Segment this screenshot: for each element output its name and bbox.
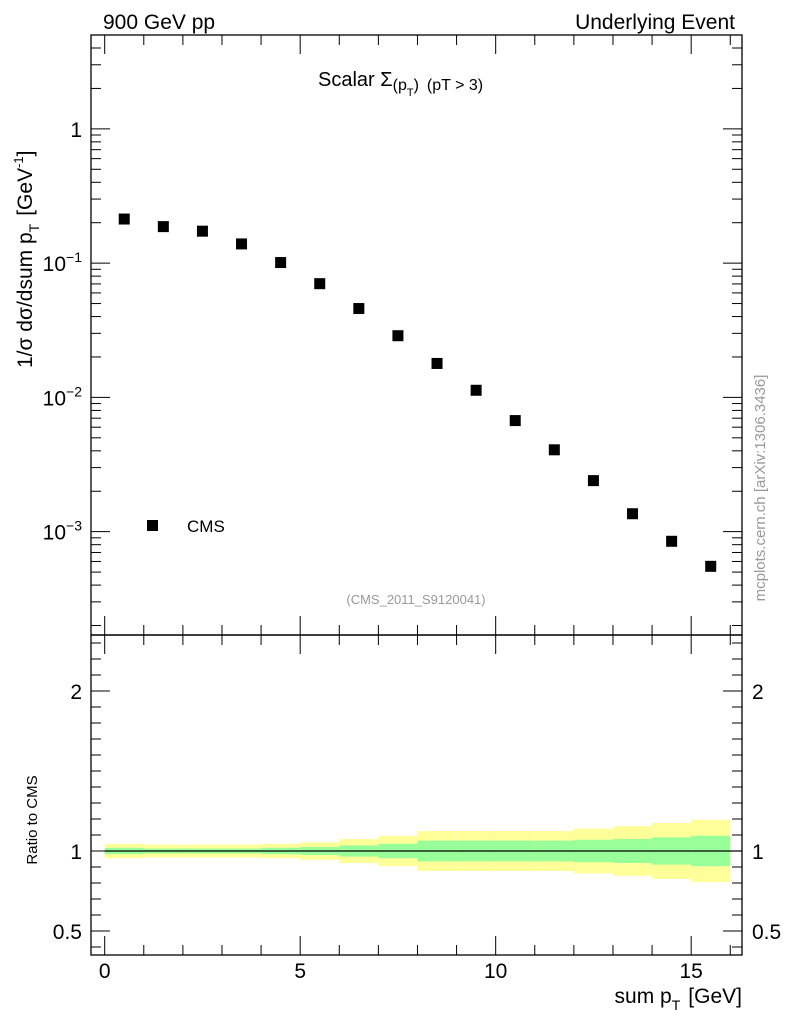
data-point xyxy=(587,475,599,487)
x-tick-label: 10 xyxy=(484,960,507,983)
ratio-y-tick-label-left: 1 xyxy=(70,841,82,864)
main-y-ticks: 1 10−1 10−2 10−3 xyxy=(43,34,742,627)
ratio-plot-frame xyxy=(90,634,743,956)
title-paren-close: ) xyxy=(414,77,419,94)
data-point xyxy=(275,257,287,269)
main-y-tick-label: 10−1 xyxy=(43,249,83,276)
data-point xyxy=(666,535,678,547)
main-plot-panel: 110−110−210−3 Scalar Σ(pT) (pT > 3) 1/σ d… xyxy=(11,34,743,636)
ratio-y-ticks: 0.5 0.5 1 1 2 2 xyxy=(53,642,781,948)
data-point xyxy=(705,560,717,572)
data-point xyxy=(314,278,326,290)
ylabel-superscript: -1 xyxy=(11,156,26,168)
data-point xyxy=(236,238,248,250)
data-point xyxy=(627,508,639,520)
ylabel-close: ] xyxy=(14,151,37,157)
legend-label-cms: CMS xyxy=(187,517,225,536)
ratio-y-tick-label-right: 0.5 xyxy=(752,921,781,944)
header-right: Underlying Event xyxy=(575,11,735,34)
ylabel-subscript: T xyxy=(26,223,42,232)
watermark: mcplots.cern.ch [arXiv:1306.3436] xyxy=(752,375,769,602)
ratio-y-axis-label: Ratio to CMS xyxy=(24,775,41,864)
ylabel-unit: [GeV xyxy=(14,168,37,216)
ratio-y-tick-label-right: 2 xyxy=(752,681,764,704)
data-point xyxy=(196,225,208,237)
xlabel-subscript: T xyxy=(672,997,681,1013)
main-x-ticks xyxy=(104,35,731,635)
data-point xyxy=(431,357,443,369)
x-tick-label: 15 xyxy=(679,960,702,983)
legend: CMS xyxy=(147,517,225,536)
ratio-y-tick-label-right: 1 xyxy=(752,841,764,864)
xlabel-unit: [GeV] xyxy=(688,985,742,1008)
title-prefix: Scalar xyxy=(318,69,380,91)
main-y-axis-label: 1/σ dσ/dsum pT [GeV-1] xyxy=(11,151,42,368)
main-y-tick-label: 1 xyxy=(70,119,82,142)
x-tick-label: 0 xyxy=(99,960,111,983)
analysis-annotation: (CMS_2011_S9120041) xyxy=(346,592,485,607)
cms-data-points xyxy=(118,213,717,572)
x-tick-label: 5 xyxy=(294,960,306,983)
data-point xyxy=(353,303,365,315)
ratio-y-tick-label-left: 2 xyxy=(70,681,82,704)
data-point xyxy=(118,213,130,225)
ratio-plot-panel: 0.5 0.5 1 1 2 2 0 5 10 15 Ratio to CMS sum pT [Ge… xyxy=(24,634,781,1013)
ratio-x-ticks: 0 5 10 15 xyxy=(99,635,731,983)
main-plot-frame xyxy=(90,34,743,636)
ylabel-main: 1/σ dσ/dsum p xyxy=(14,232,37,368)
header-left: 900 GeV pp xyxy=(103,11,215,34)
title-cut: (pT > 3) xyxy=(427,77,483,94)
data-point xyxy=(548,444,560,456)
ratio-y-tick-label-left: 0.5 xyxy=(53,921,82,944)
data-point xyxy=(157,221,169,233)
data-point xyxy=(392,330,404,342)
xlabel-main: sum p xyxy=(615,985,672,1008)
data-point xyxy=(509,415,521,427)
main-plot-title: Scalar Σ(pT) (pT > 3) xyxy=(318,69,483,99)
data-point xyxy=(470,384,482,396)
legend-marker-cms xyxy=(147,520,158,531)
main-y-tick-label: 10−3 xyxy=(43,518,83,545)
title-paren-open: (p xyxy=(393,77,407,94)
x-axis-label: sum pT [GeV] xyxy=(615,985,742,1013)
title-sigma: Σ xyxy=(380,69,392,91)
main-y-tick-label: 10−2 xyxy=(43,383,83,410)
title-subscript: T xyxy=(407,87,414,99)
